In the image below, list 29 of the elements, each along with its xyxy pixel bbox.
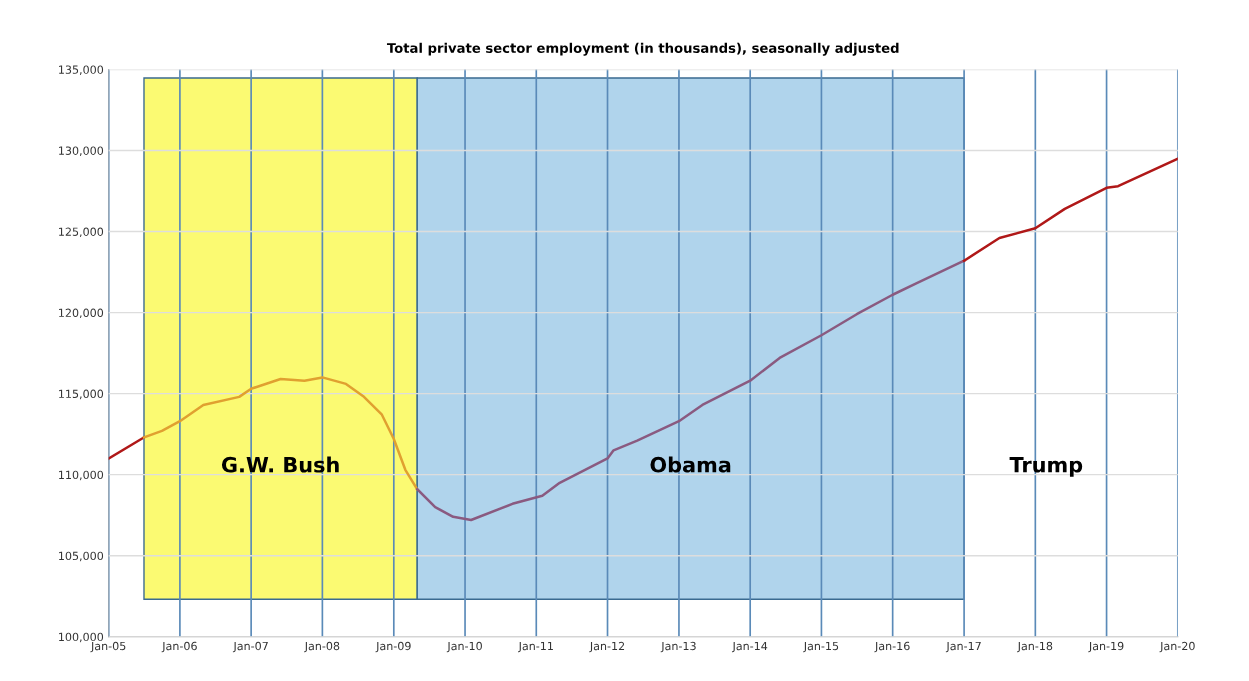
x-tick-label: Jan-16 [874, 641, 910, 653]
band-label: Obama [650, 456, 731, 473]
y-tick-label: 120,000 [59, 308, 104, 319]
line-series [962, 157, 1178, 262]
y-tick-label: 135,000 [59, 65, 104, 75]
line-series [415, 259, 966, 522]
y-tick-label: 110,000 [59, 470, 104, 481]
y-tick-label: 105,000 [59, 551, 104, 562]
x-tick-label: Jan-20 [1159, 641, 1195, 653]
x-tick-label: Jan-08 [304, 641, 340, 653]
y-tick-label: 125,000 [59, 227, 104, 238]
line-series [142, 376, 419, 491]
x-tick-label: Jan-09 [375, 641, 411, 653]
x-tick-label: Jan-10 [446, 641, 482, 653]
x-tick-label: Jan-14 [731, 641, 768, 653]
y-tick-label: 115,000 [59, 389, 104, 400]
x-tick-label: Jan-13 [660, 641, 696, 653]
x-tick-label: Jan-07 [232, 641, 268, 653]
x-tick-label: Jan-05 [90, 641, 126, 653]
x-tick-label: Jan-06 [161, 641, 197, 653]
x-tick-label: Jan-19 [1088, 641, 1124, 653]
x-tick-label: Jan-12 [589, 641, 625, 653]
x-tick-label: Jan-15 [803, 641, 839, 653]
x-tick-label: Jan-17 [945, 641, 981, 653]
chart-title: Total private sector employment (in thousands), seasonally adjusted [386, 42, 899, 56]
x-tick-label: Jan-11 [518, 641, 553, 653]
y-tick-label: 130,000 [59, 146, 104, 157]
x-tick-label: Jan-18 [1017, 641, 1053, 653]
y-tick-label: 100,000 [59, 632, 104, 643]
